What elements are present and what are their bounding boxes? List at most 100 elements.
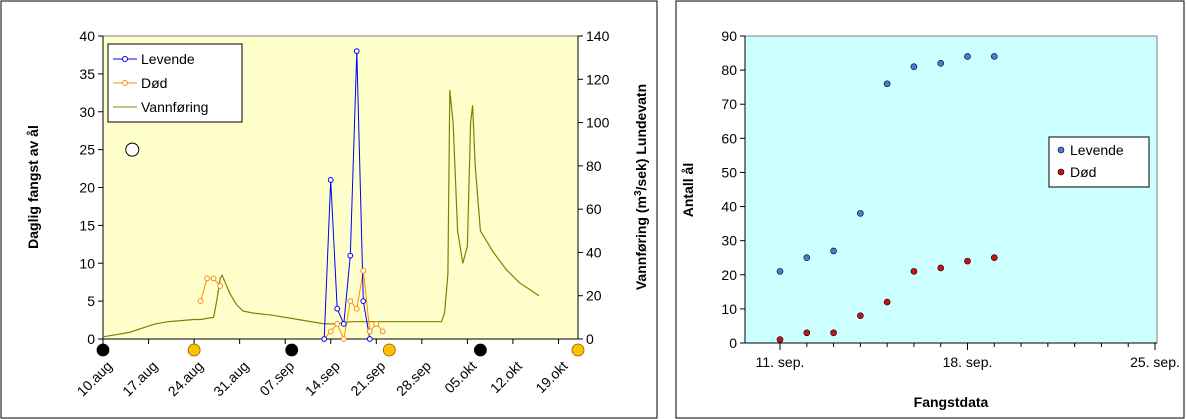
series-dod-line-1 bbox=[323, 270, 384, 341]
right-y-tick-label: 20 bbox=[586, 288, 602, 304]
right-chart-y-tick-label: 60 bbox=[721, 130, 737, 146]
series-vannforing-line bbox=[102, 90, 540, 338]
point-dod-right bbox=[883, 298, 891, 306]
right-chart-y-tick-label: 0 bbox=[729, 335, 737, 351]
point-levende bbox=[327, 177, 334, 183]
legend-label-levende: Levende bbox=[141, 51, 195, 67]
legend-label-levende-right: Levende bbox=[1070, 142, 1124, 158]
right-chart-x-tick-label: 25. sep. bbox=[1130, 354, 1180, 370]
point-levende bbox=[321, 336, 328, 342]
point-dod bbox=[353, 305, 360, 312]
right-y-tick-label: 40 bbox=[586, 244, 602, 260]
chart-left-legend: Levende Død Vannføring bbox=[107, 43, 243, 123]
moon-marker-full bbox=[571, 343, 585, 357]
chart-right: 0 10 20 30 40 50 60 70 80 90 11. sep. 18. sep. 25. s… bbox=[675, 0, 1185, 419]
point-levende bbox=[366, 336, 373, 342]
left-y-tick-label: 30 bbox=[79, 104, 95, 120]
left-y-tick-label: 20 bbox=[79, 180, 95, 196]
point-dod bbox=[327, 328, 334, 335]
point-dod-right bbox=[803, 329, 811, 337]
right-chart-ylabel: Antall ål bbox=[680, 163, 696, 217]
point-dod-right bbox=[964, 257, 971, 265]
point-dod bbox=[197, 298, 204, 305]
point-dod bbox=[210, 275, 217, 282]
right-y-tick-label: 80 bbox=[586, 158, 602, 174]
point-levende-right bbox=[803, 254, 811, 262]
right-chart-y-tick-label: 70 bbox=[721, 96, 737, 112]
chart-right-plot-area bbox=[744, 35, 1158, 344]
left-axis-title: Daglig fangst av ål bbox=[25, 125, 41, 249]
right-y-tick-label: 60 bbox=[586, 201, 602, 217]
chart-left-legend-box bbox=[107, 43, 243, 123]
point-dod bbox=[379, 328, 386, 335]
series-levende-line bbox=[323, 51, 371, 340]
left-y-tick-label: 15 bbox=[79, 217, 95, 233]
right-axis-title-rest: /sek) Lundevatn bbox=[633, 84, 649, 191]
point-dod bbox=[347, 298, 354, 305]
point-levende-right bbox=[990, 53, 998, 60]
point-dod-right bbox=[776, 336, 784, 343]
moon-marker-new bbox=[96, 343, 110, 357]
point-dod-right bbox=[910, 268, 918, 275]
point-dod bbox=[204, 275, 211, 282]
point-levende-right bbox=[883, 80, 891, 88]
point-levende bbox=[340, 320, 347, 327]
moon-marker-full bbox=[187, 343, 201, 357]
right-chart-y-tick-label: 40 bbox=[721, 199, 737, 215]
legend-marker-levende-right bbox=[1057, 146, 1065, 154]
right-y-tick-label: 140 bbox=[586, 28, 610, 44]
right-axis-title-main: Vannføring (m bbox=[633, 196, 649, 290]
right-y-tick-label: 120 bbox=[586, 71, 610, 87]
legend-marker-dod bbox=[122, 80, 128, 86]
chart-left: 051015202530354002040608010012014010.aug… bbox=[0, 0, 658, 419]
right-chart-y-tick-label: 10 bbox=[721, 301, 737, 317]
point-levende-right bbox=[937, 59, 945, 67]
point-dod bbox=[373, 320, 380, 327]
series-dod-line-0 bbox=[200, 277, 221, 302]
right-chart-y-tick-label: 20 bbox=[721, 267, 737, 283]
legend-marker-levende bbox=[122, 56, 128, 62]
point-levende-right bbox=[964, 53, 971, 60]
point-dod-right bbox=[937, 264, 945, 272]
legend-label-dod: Død bbox=[141, 75, 167, 91]
point-dod bbox=[340, 336, 347, 342]
left-y-tick-label: 35 bbox=[79, 66, 95, 82]
point-dod-right bbox=[830, 329, 837, 337]
moon-marker-full bbox=[382, 343, 396, 357]
moon-marker-new bbox=[285, 343, 299, 357]
right-y-tick-label: 100 bbox=[586, 115, 610, 131]
point-levende-right bbox=[910, 63, 918, 70]
right-chart-y-tick-label: 50 bbox=[721, 164, 737, 180]
point-dod-right bbox=[857, 312, 864, 320]
point-levende-right bbox=[830, 247, 837, 255]
point-dod bbox=[360, 267, 367, 274]
point-levende-right bbox=[857, 210, 864, 217]
moon-marker-new bbox=[473, 343, 487, 357]
point-dod-right bbox=[990, 254, 998, 262]
left-y-tick-label: 10 bbox=[79, 255, 95, 271]
right-chart-y-tick-label: 80 bbox=[721, 62, 737, 78]
point-levende bbox=[347, 252, 354, 259]
right-axis-title: Vannføring (m3/sek) Lundevatn bbox=[633, 84, 650, 290]
right-chart-y-tick-label: 90 bbox=[721, 28, 737, 44]
chart-right-legend: Levende Død bbox=[1048, 136, 1150, 188]
point-dod bbox=[366, 328, 373, 335]
legend-label-dod-right: Død bbox=[1070, 164, 1096, 180]
point-levende bbox=[360, 298, 367, 305]
left-y-tick-label: 25 bbox=[79, 142, 95, 158]
right-axis-title-sup: 3 bbox=[633, 190, 644, 196]
point-dod bbox=[217, 283, 224, 289]
right-chart-x-tick-label: 18. sep. bbox=[943, 354, 993, 370]
legend-label-vannforing: Vannføring bbox=[141, 99, 208, 115]
right-chart-y-tick-label: 30 bbox=[721, 233, 737, 249]
right-chart-xlabel: Fangstdata bbox=[914, 394, 989, 410]
left-y-tick-label: 40 bbox=[79, 28, 95, 44]
chart-right-legend-box bbox=[1048, 136, 1150, 188]
point-dod bbox=[334, 320, 341, 327]
point-levende bbox=[334, 305, 341, 312]
point-levende-right bbox=[776, 268, 784, 275]
right-chart-x-tick-label: 11. sep. bbox=[756, 354, 805, 370]
legend-marker-dod-right bbox=[1057, 168, 1065, 176]
point-levende bbox=[353, 48, 360, 55]
